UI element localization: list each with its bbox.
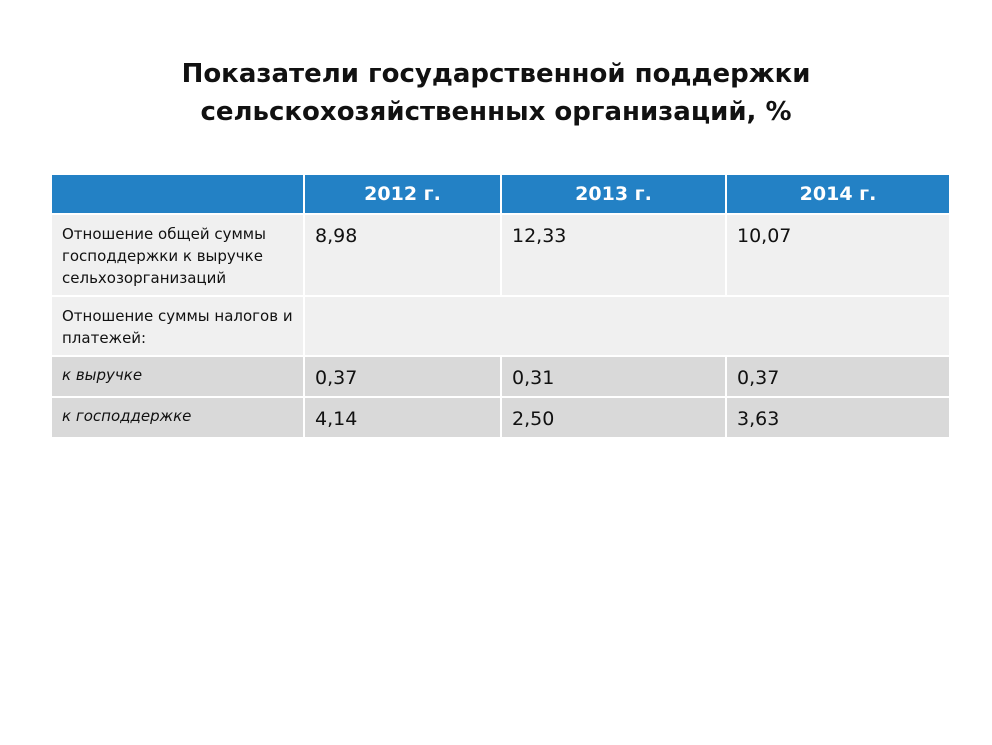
cell-value: 0,37 [303, 355, 502, 398]
row-label: к выручке [50, 355, 305, 398]
header-cell-2013: 2013 г. [500, 173, 727, 215]
table-row: Отношение общей суммы господдержки к выр… [50, 213, 951, 297]
slide-title: Показатели государственной поддержки сел… [0, 55, 992, 131]
table-row: Отношение суммы налогов и платежей: [50, 295, 951, 357]
cell-value: 4,14 [303, 396, 502, 439]
row-label: Отношение суммы налогов и платежей: [50, 295, 305, 357]
cell-value: 8,98 [303, 213, 502, 297]
table-header-row: 2012 г. 2013 г. 2014 г. [50, 173, 951, 215]
table-row: к выручке 0,37 0,31 0,37 [50, 355, 951, 398]
slide-title-line-2: сельскохозяйственных организаций, % [200, 97, 792, 127]
header-cell-2012: 2012 г. [303, 173, 502, 215]
row-label: Отношение общей суммы господдержки к выр… [50, 213, 305, 297]
cell-value: 12,33 [500, 213, 727, 297]
cell-value: 2,50 [500, 396, 727, 439]
cell-value: 0,31 [500, 355, 727, 398]
cell-value: 10,07 [725, 213, 951, 297]
support-indicators-table: 2012 г. 2013 г. 2014 г. Отношение общей … [50, 173, 951, 439]
header-cell-2014: 2014 г. [725, 173, 951, 215]
cell-value: 0,37 [725, 355, 951, 398]
cell-empty [303, 295, 951, 357]
row-label: к господдержке [50, 396, 305, 439]
slide-title-line-1: Показатели государственной поддержки [181, 59, 811, 89]
header-cell-empty [50, 173, 305, 215]
cell-value: 3,63 [725, 396, 951, 439]
table-row: к господдержке 4,14 2,50 3,63 [50, 396, 951, 439]
